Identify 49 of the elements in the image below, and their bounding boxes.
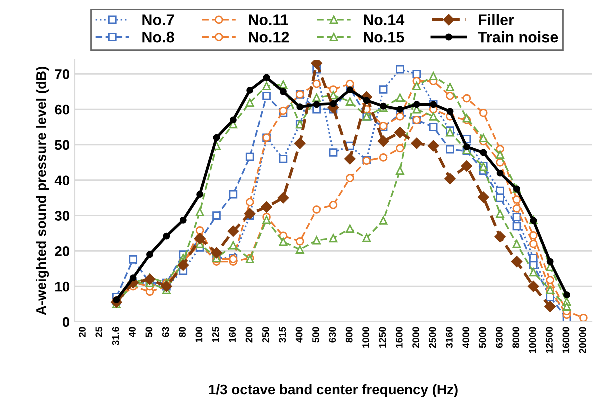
y-tick-label: 60 (55, 104, 70, 115)
legend-label: No.12 (249, 32, 290, 43)
x-tick-label: 400 (296, 327, 303, 343)
x-tick-label: 31.6 (112, 327, 120, 346)
legend-label: No.7 (142, 14, 174, 26)
x-axis-title: 1/3 octave band center frequency (Hz) (209, 384, 458, 398)
x-tick-label: 500 (312, 327, 320, 343)
x-tick-label: 160 (229, 327, 236, 342)
legend-label: No.8 (142, 32, 174, 43)
legend-label: Filler (479, 14, 514, 26)
x-tick-label: 3160 (446, 327, 453, 348)
x-tick-label: 5000 (479, 327, 486, 348)
x-tick-label: 2500 (429, 327, 436, 348)
x-tick-label: 4000 (462, 327, 470, 348)
x-tick-label: 12500 (546, 327, 553, 354)
x-tick-label: 1000 (362, 327, 370, 348)
x-tick-label: 20000 (579, 327, 586, 354)
y-tick-label: 0 (62, 317, 70, 328)
y-tick-label: 10 (56, 282, 70, 292)
x-tick-label: 16000 (562, 327, 570, 354)
y-tick-label: 20 (55, 246, 70, 256)
x-tick-label: 315 (279, 327, 286, 343)
x-tick-label: 80 (179, 327, 186, 338)
legend-label: No.11 (249, 14, 288, 26)
x-tick-label: 8000 (512, 327, 520, 348)
x-tick-label: 2000 (412, 327, 420, 348)
legend-label: No.14 (364, 14, 405, 26)
x-tick-label: 6300 (496, 327, 503, 348)
x-tick-label: 1600 (396, 327, 403, 348)
x-tick-label: 630 (329, 327, 336, 343)
x-tick-label: 40 (129, 327, 136, 338)
x-tick-label: 63 (162, 327, 170, 338)
x-tick-label: 1250 (379, 327, 386, 348)
x-tick-label: 800 (346, 327, 353, 343)
x-tick-label: 20 (79, 327, 86, 338)
y-tick-label: 40 (54, 176, 70, 186)
x-tick-label: 250 (262, 327, 270, 343)
y-tick-label: 70 (55, 69, 70, 80)
y-axis-title: A-weighted sound pressure level (dB) (36, 67, 50, 316)
x-tick-label: 125 (212, 327, 220, 342)
legend-label: Train noise (478, 32, 558, 43)
x-tick-label: 100 (196, 327, 203, 342)
x-tick-label: 10000 (529, 327, 536, 354)
legend-label: No.15 (364, 32, 404, 43)
x-tick-label: 200 (246, 327, 253, 343)
x-tick-label: 25 (96, 327, 103, 338)
y-tick-label: 30 (54, 211, 70, 221)
x-tick-label: 50 (146, 327, 153, 338)
y-tick-label: 50 (55, 140, 70, 150)
